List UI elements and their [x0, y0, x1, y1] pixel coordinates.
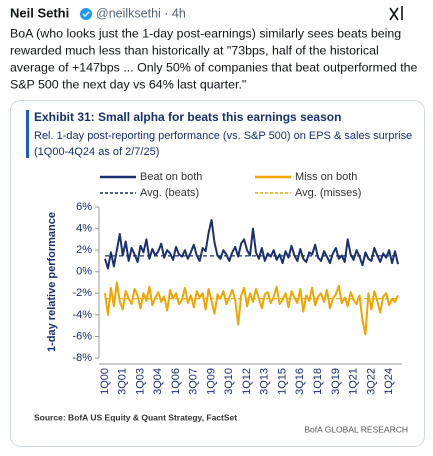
author-handle[interactable]: @neilksethi · 4h — [96, 6, 186, 20]
x-tick-label: 1Q09 — [205, 368, 217, 395]
x-tick-label: 3Q16 — [294, 368, 306, 395]
media-frame[interactable] — [10, 100, 425, 447]
source: Source: BofA US Equity & Quant Strategy,… — [34, 412, 237, 422]
series-line — [104, 218, 399, 270]
x-tick-label: 1Q03 — [134, 368, 146, 395]
x-tick-label: 1Q18 — [312, 368, 324, 395]
author-name[interactable]: Neil Sethi — [10, 5, 69, 20]
tweet-text-line: S&P 500 the next day vs 64% last quarter… — [10, 77, 246, 91]
chart-subtitle: Rel. 1-day post-reporting performance (v… — [34, 130, 412, 142]
legend-label: Miss on both — [295, 171, 357, 183]
x-tick-label: 1Q12 — [241, 368, 253, 395]
x-tick-label: 3Q07 — [188, 368, 200, 395]
y-tick-label: -8% — [72, 352, 92, 364]
brand: BofA GLOBAL RESEARCH — [304, 424, 408, 434]
legend-label: Avg. (beats) — [140, 187, 199, 199]
y-axis-label: 1-day relative performance — [46, 212, 58, 352]
x-tick-label: 3Q10 — [223, 368, 235, 395]
legend-label: Avg. (misses) — [295, 187, 361, 199]
y-tick-label: -6% — [72, 330, 92, 342]
tweet-text-line: average of +147bps ... Only 50% of compa… — [10, 60, 418, 74]
chart-subtitle: (1Q00-4Q24 as of 2/7/25) — [34, 146, 159, 158]
y-tick-label: -4% — [72, 309, 92, 321]
y-tick-label: 0% — [76, 266, 92, 278]
x-tick-label: 3Q13 — [259, 368, 271, 395]
x-tick-label: 3Q22 — [365, 368, 377, 395]
verified-check — [82, 11, 90, 18]
x-tick-label: 1Q15 — [276, 368, 288, 395]
legend-label: Beat on both — [140, 171, 202, 183]
grok-icon[interactable] — [389, 6, 403, 21]
y-tick-label: 2% — [76, 244, 92, 256]
x-tick-label: 3Q19 — [330, 368, 342, 395]
title-accent — [26, 110, 29, 158]
tweet-text-line: rewarded much less than historically at … — [10, 43, 379, 57]
y-tick-label: 6% — [76, 201, 92, 213]
x-tick-label: 1Q21 — [348, 368, 360, 395]
y-tick-label: 4% — [76, 222, 92, 234]
x-tick-label: 1Q24 — [383, 368, 395, 395]
chart-title: Exhibit 31: Small alpha for beats this e… — [34, 110, 341, 124]
tweet-text-line: BoA (who looks just the 1-day post-earni… — [10, 26, 401, 40]
x-tick-label: 1Q06 — [170, 368, 182, 395]
series-line — [104, 281, 399, 336]
x-tick-label: 3Q04 — [152, 368, 164, 395]
x-tick-label: 3Q01 — [117, 368, 129, 395]
y-tick-label: -2% — [72, 287, 92, 299]
x-tick-label: 1Q00 — [99, 368, 111, 395]
